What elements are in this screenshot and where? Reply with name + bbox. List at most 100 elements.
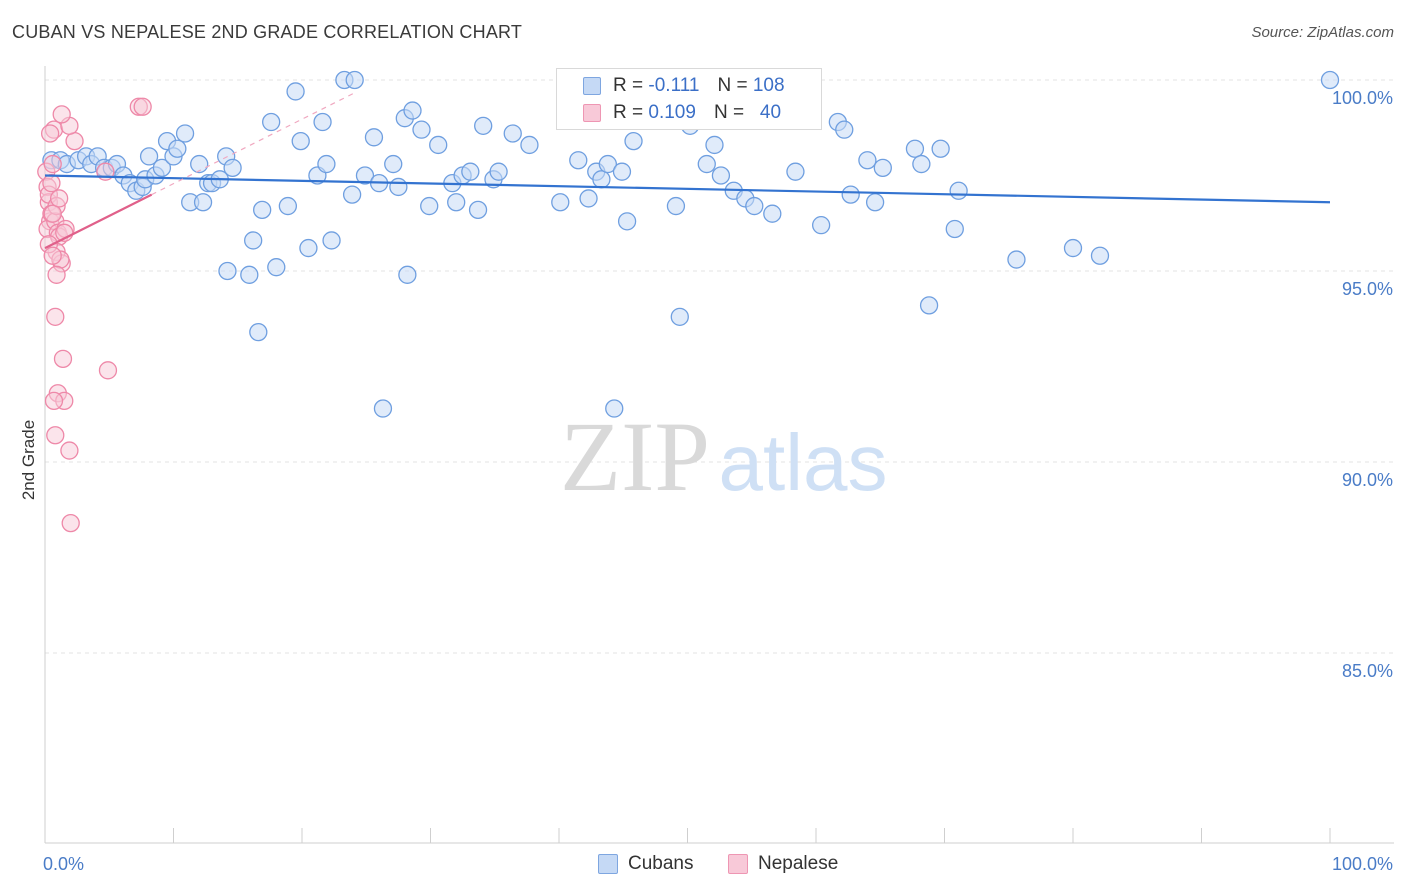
cubans-point [244, 231, 263, 250]
cubans-point [763, 204, 782, 223]
cubans-point [520, 135, 539, 155]
y-tick-label-0: 100.0% [1332, 88, 1393, 108]
cubans-point [299, 238, 318, 258]
cubans-point [873, 158, 892, 178]
cubans-point [468, 200, 488, 220]
cubans-point [240, 265, 259, 284]
cubans-point [384, 154, 403, 174]
bottom-legend-nepalese[interactable]: Nepalese [728, 851, 838, 877]
nepalese-n-label: N = [713, 102, 745, 123]
cubans-point [447, 193, 466, 212]
cubans-point [592, 170, 611, 189]
cubans-point [345, 70, 364, 90]
cubans-point [919, 296, 939, 315]
watermark-atlas: atlas [719, 418, 888, 507]
nepalese-point [49, 189, 69, 208]
nepalese-legend-swatch [728, 854, 748, 874]
legend-row-cubans: R = -0.111 N = 108 [583, 73, 785, 99]
cubans-point [461, 162, 480, 181]
cubans-point [291, 131, 310, 151]
cubans-point [175, 124, 195, 143]
cubans-point [286, 82, 305, 101]
cubans-point [605, 399, 624, 418]
cubans-swatch [583, 77, 601, 95]
cubans-point [313, 112, 332, 132]
cubans-point [152, 158, 172, 178]
nepalese-point [53, 349, 73, 369]
nepalese-point [133, 97, 152, 116]
cubans-point [267, 258, 286, 277]
cubans-point [474, 116, 493, 135]
watermark-zip: ZIP [560, 401, 710, 512]
cubans-point [223, 158, 242, 178]
cubans-point [711, 166, 731, 185]
cubans-point [569, 151, 588, 170]
cubans-point [253, 200, 272, 220]
watermark: ZIP atlas [560, 401, 887, 512]
nepalese-point [98, 361, 118, 380]
cubans-point [322, 231, 341, 250]
cubans-point [865, 193, 885, 212]
nepalese-swatch [583, 104, 601, 122]
nepalese-point [44, 391, 64, 411]
chart-title: CUBAN VS NEPALESE 2ND GRADE CORRELATION … [12, 22, 523, 42]
cubans-point [342, 185, 362, 204]
cubans-point [1090, 246, 1110, 265]
cubans-point [612, 162, 632, 181]
cubans-point [786, 162, 805, 181]
cubans-point [373, 399, 393, 418]
cubans-point [1007, 250, 1026, 269]
cubans-point [624, 131, 643, 151]
cubans-n-label: N = [717, 75, 748, 96]
cubans-point [670, 307, 689, 326]
nepalese-point [61, 513, 80, 533]
nepalese-point [46, 307, 65, 326]
cubans-point [420, 196, 439, 216]
stats-legend: R = -0.111 N = 108 R = 0.109 N = 40 [556, 68, 822, 130]
y-tick-label-2: 90.0% [1342, 470, 1393, 490]
nepalese-point [43, 154, 62, 174]
cubans-point [858, 151, 877, 170]
cubans-point [412, 120, 431, 139]
cubans-point [579, 189, 598, 208]
cubans-point [931, 139, 950, 158]
cubans-point [811, 216, 831, 235]
y-tick-label-3: 85.0% [1342, 661, 1393, 681]
nepalese-point [43, 246, 62, 265]
cubans-point [551, 193, 570, 212]
bottom-legend-cubans[interactable]: Cubans [598, 851, 694, 877]
trend-lines [44, 92, 1331, 250]
cubans-point [745, 196, 764, 216]
cubans-point [218, 261, 237, 281]
nepalese-trend-extension [151, 92, 354, 196]
cubans-point [389, 177, 408, 197]
cubans-point [489, 162, 508, 181]
cubans-point [190, 154, 209, 174]
cubans-point [168, 139, 187, 158]
cubans-r-value: -0.111 [648, 75, 700, 96]
cubans-point [949, 181, 968, 200]
cubans-point [835, 120, 854, 139]
nepalese-points [37, 97, 152, 533]
nepalese-point [43, 204, 62, 223]
cubans-point [705, 135, 724, 155]
cubans-point [912, 154, 931, 174]
cubans-point [841, 185, 860, 204]
cubans-legend-label: Cubans [628, 853, 694, 874]
cubans-points [42, 70, 1340, 418]
x-tick-label-1: 100.0% [1332, 854, 1393, 874]
legend-row-nepalese: R = 0.109 N = 40 [583, 100, 781, 126]
nepalese-point [65, 131, 84, 151]
cubans-point [1063, 238, 1083, 258]
nepalese-r-value: 0.109 [648, 102, 696, 123]
cubans-point [317, 154, 336, 174]
nepalese-point [46, 426, 65, 445]
cubans-point [364, 128, 384, 147]
nepalese-n-value: 40 [759, 102, 782, 123]
cubans-point [666, 196, 686, 216]
cubans-point [355, 166, 375, 185]
cubans-point [617, 212, 637, 231]
cubans-point [278, 196, 298, 216]
nepalese-point [40, 124, 60, 143]
